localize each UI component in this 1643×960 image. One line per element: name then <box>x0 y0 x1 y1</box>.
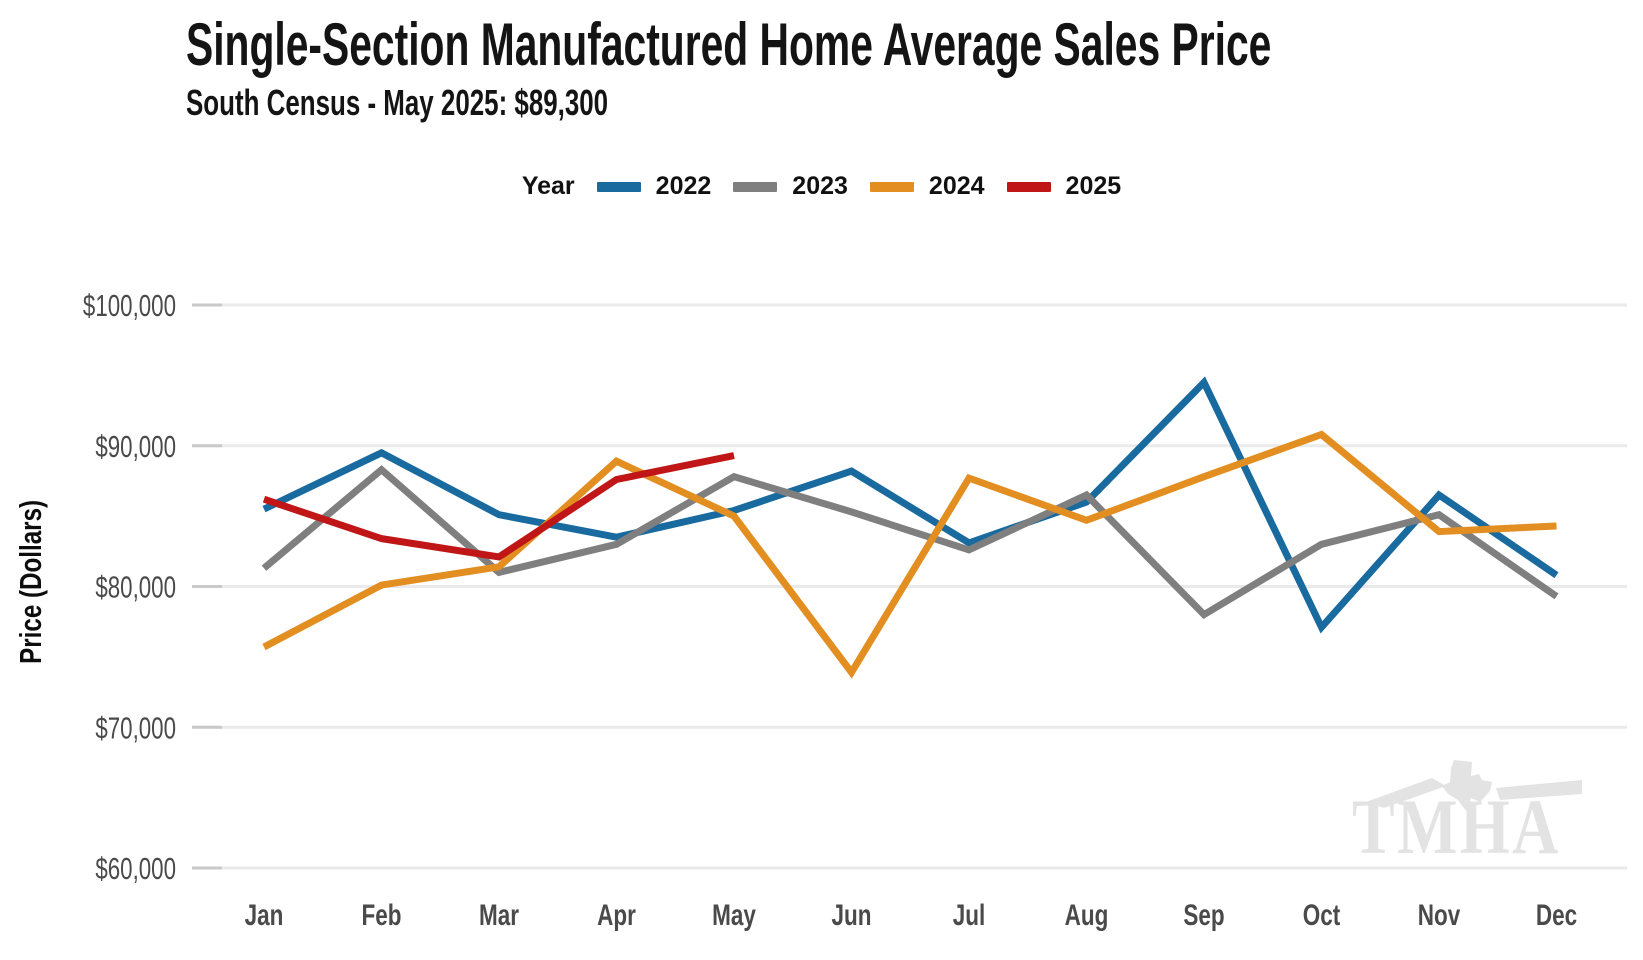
legend-label-2023: 2023 <box>792 172 848 200</box>
chart-title: Single-Section Manufactured Home Average… <box>186 10 1643 79</box>
x-tick-label-group: Sep <box>1183 898 1224 932</box>
x-tick-label-May: May <box>712 898 756 932</box>
legend-title: Year <box>521 172 575 200</box>
y-tick-label: $70,000 <box>95 711 176 745</box>
x-tick-label-Jun: Jun <box>832 898 872 932</box>
x-tick-label-group: Dec <box>1536 898 1577 932</box>
x-tick-label-Feb: Feb <box>362 898 402 932</box>
x-tick-label-group: Apr <box>597 898 636 932</box>
legend-item-2022[interactable]: 2022 <box>596 172 712 201</box>
y-tick-label-group: $60,000 <box>95 851 176 885</box>
chart-subtitle: South Census - May 2025: $89,300 <box>186 82 772 124</box>
x-tick-label-group: Aug <box>1065 898 1109 932</box>
chart-title-text: Single-Section Manufactured Home Average… <box>186 11 1272 78</box>
x-tick-label-group: Oct <box>1303 898 1341 932</box>
y-tick-label-group: $70,000 <box>95 711 176 745</box>
x-tick-label-group: Nov <box>1418 898 1461 932</box>
x-tick-label-group: Jul <box>953 898 985 932</box>
y-tick-label: $80,000 <box>95 570 176 604</box>
legend-swatch-2024 <box>869 181 914 192</box>
y-tick-label-group: $80,000 <box>95 570 176 604</box>
x-tick-label-group: Jun <box>832 898 872 932</box>
legend-item-2024[interactable]: 2024 <box>869 172 985 201</box>
legend-label-2024: 2024 <box>928 172 985 200</box>
series-line-2022 <box>262 376 1559 634</box>
y-tick-label: $90,000 <box>95 429 176 463</box>
chart-subtitle-text: South Census - May 2025: $89,300 <box>186 82 609 123</box>
x-tick-label-group: May <box>712 898 756 932</box>
x-tick-label-group: Feb <box>362 898 402 932</box>
legend: Year 2022 2023 2024 2025 <box>0 172 1643 201</box>
x-tick-label-Jul: Jul <box>953 898 985 932</box>
legend-item-2025[interactable]: 2025 <box>1006 172 1122 201</box>
x-tick-label-Dec: Dec <box>1536 898 1577 932</box>
legend-item-2023[interactable]: 2023 <box>733 172 848 201</box>
x-tick-label-Apr: Apr <box>597 898 636 932</box>
legend-swatch-2022 <box>596 181 641 192</box>
y-tick-label: $100,000 <box>83 288 176 322</box>
x-tick-label-Oct: Oct <box>1303 898 1341 932</box>
legend-swatch-2023 <box>733 181 778 192</box>
x-tick-label-Aug: Aug <box>1065 898 1109 932</box>
legend-label-2022: 2022 <box>655 172 712 200</box>
legend-label-2025: 2025 <box>1065 172 1122 200</box>
x-tick-label-group: Mar <box>479 898 519 932</box>
legend-swatch-2025 <box>1006 181 1051 192</box>
y-tick-label-group: $100,000 <box>83 288 176 322</box>
x-tick-label-Jan: Jan <box>245 898 284 932</box>
x-tick-label-Nov: Nov <box>1418 898 1461 932</box>
y-tick-label-group: $90,000 <box>95 429 176 463</box>
series-line-2024 <box>262 430 1557 679</box>
x-tick-label-group: Jan <box>245 898 284 932</box>
x-tick-label-Sep: Sep <box>1183 898 1224 932</box>
x-tick-label-Mar: Mar <box>479 898 519 932</box>
y-tick-label: $60,000 <box>95 851 176 885</box>
series-line-2025 <box>262 452 735 561</box>
